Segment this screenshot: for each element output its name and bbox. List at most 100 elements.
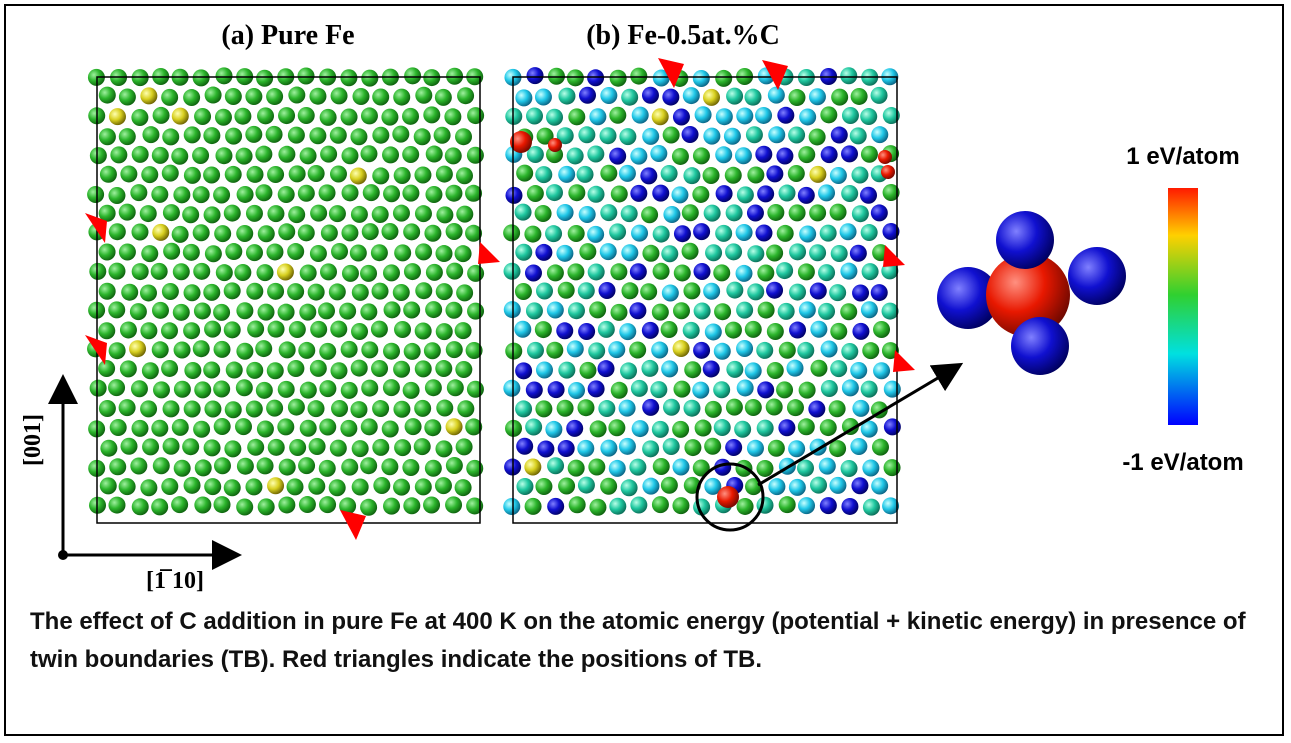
atom <box>351 440 369 458</box>
atom <box>589 108 607 126</box>
atom <box>131 108 149 126</box>
atom <box>755 106 773 124</box>
atom <box>747 283 765 301</box>
atom <box>307 283 325 301</box>
atom <box>747 166 765 184</box>
atom <box>840 262 858 280</box>
atom <box>267 166 285 184</box>
atom <box>423 342 441 360</box>
atom <box>788 440 806 458</box>
atom <box>160 322 178 340</box>
atom <box>693 262 711 280</box>
atom <box>183 166 201 184</box>
atom <box>434 88 452 106</box>
atom <box>566 147 584 165</box>
atom <box>693 341 711 359</box>
atom <box>393 166 411 184</box>
atom <box>330 362 348 380</box>
atom <box>466 459 484 477</box>
atom <box>882 223 900 241</box>
colorbar-max: 1 eV/atom <box>1126 143 1239 170</box>
atom <box>568 496 586 514</box>
atom <box>610 263 628 281</box>
atom <box>818 302 836 320</box>
atom <box>587 263 605 281</box>
atom <box>524 264 542 282</box>
atom <box>319 108 337 126</box>
atom <box>757 264 775 282</box>
atom <box>402 459 420 477</box>
atom <box>515 362 533 380</box>
atom <box>130 184 148 202</box>
atom <box>349 167 367 185</box>
atom <box>423 496 441 514</box>
atom <box>403 301 421 319</box>
atom <box>662 88 680 106</box>
atom <box>331 242 349 260</box>
atom <box>120 437 138 455</box>
atom <box>161 164 179 182</box>
atom <box>862 498 880 516</box>
axis-label: [001] <box>20 414 46 466</box>
atom <box>755 224 773 242</box>
atom <box>661 360 679 378</box>
atom <box>713 264 731 282</box>
atom <box>558 87 576 105</box>
atom <box>629 341 647 359</box>
atom <box>878 150 892 164</box>
atom <box>662 398 680 416</box>
atom <box>682 321 700 339</box>
atom <box>587 145 605 163</box>
atom <box>183 126 201 144</box>
atom <box>288 165 306 183</box>
atom <box>505 107 523 125</box>
atom <box>130 457 148 475</box>
atom <box>778 184 796 202</box>
atom <box>372 88 390 106</box>
atom <box>534 88 552 106</box>
atom <box>287 243 305 261</box>
atom <box>577 399 595 417</box>
atom <box>547 497 565 515</box>
atom <box>505 186 523 204</box>
atom <box>631 106 649 124</box>
atom <box>576 165 594 183</box>
atom <box>152 457 170 475</box>
atom <box>841 418 859 436</box>
atom <box>245 204 263 222</box>
atom <box>267 320 285 338</box>
atom <box>809 165 827 183</box>
atom <box>515 243 533 261</box>
atom <box>662 126 680 144</box>
atom <box>767 86 785 104</box>
atom <box>870 284 888 302</box>
atom <box>414 478 432 496</box>
atom <box>860 420 878 438</box>
atom <box>829 284 847 302</box>
atom <box>703 127 721 145</box>
atom <box>788 126 806 144</box>
atom <box>445 223 463 241</box>
atom <box>681 242 699 260</box>
atom <box>599 127 617 145</box>
atom <box>320 145 338 163</box>
atom <box>852 399 870 417</box>
atom <box>704 323 722 341</box>
carbon-cluster <box>937 211 1126 375</box>
atom <box>799 108 817 126</box>
atom <box>383 185 401 203</box>
atom <box>192 69 210 87</box>
atom <box>797 341 815 359</box>
atom <box>213 418 231 436</box>
atom <box>415 282 433 300</box>
atom <box>600 477 618 495</box>
atom <box>234 264 252 282</box>
atom <box>556 203 574 221</box>
atom <box>245 478 263 496</box>
atom <box>414 360 432 378</box>
atom <box>236 498 254 516</box>
atom <box>213 457 231 475</box>
atom <box>768 478 786 496</box>
atom <box>683 399 701 417</box>
tb-triangle <box>85 213 107 243</box>
